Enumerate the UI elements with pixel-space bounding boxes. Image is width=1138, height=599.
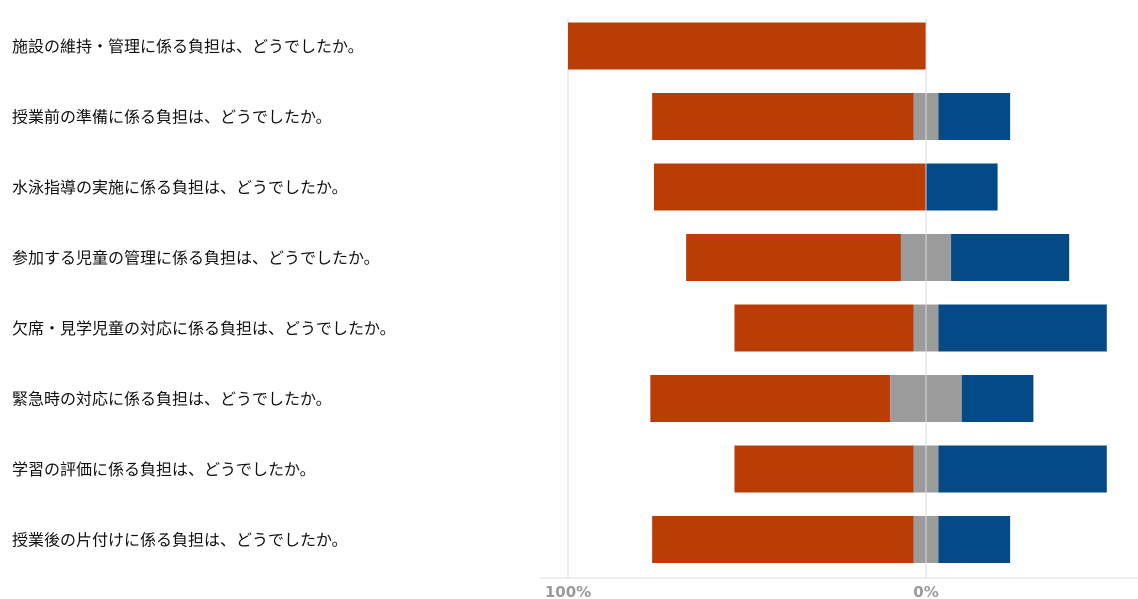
bar-positive-1 xyxy=(938,93,1011,140)
bar-positive-6 xyxy=(938,445,1107,493)
x-tick-label-0: 100% xyxy=(545,583,591,599)
bar-negative-5 xyxy=(650,375,891,422)
category-label-3: 参加する児童の管理に係る負担は、どうでしたか。 xyxy=(12,249,380,268)
category-labels: 施設の維持・管理に係る負担は、どうでしたか。授業前の準備に係る負担は、どうでした… xyxy=(12,37,396,550)
bars xyxy=(568,18,1107,578)
x-axis-ticks: 100% 0% xyxy=(545,583,939,599)
bar-negative-1 xyxy=(652,93,914,140)
bar-negative-3 xyxy=(686,234,901,281)
category-label-7: 授業後の片付けに係る負担は、どうでしたか。 xyxy=(12,531,348,550)
category-label-1: 授業前の準備に係る負担は、どうでしたか。 xyxy=(12,108,332,127)
bar-positive-4 xyxy=(938,304,1107,352)
category-label-4: 欠席・見学児童の対応に係る負担は、どうでしたか。 xyxy=(12,319,396,338)
category-label-2: 水泳指導の実施に係る負担は、どうでしたか。 xyxy=(12,178,348,197)
bar-negative-4 xyxy=(734,304,914,352)
x-tick-label-1: 0% xyxy=(913,583,938,599)
bar-positive-3 xyxy=(951,234,1070,281)
bar-positive-5 xyxy=(961,375,1034,422)
category-label-0: 施設の維持・管理に係る負担は、どうでしたか。 xyxy=(12,37,364,56)
bar-negative-7 xyxy=(652,516,914,563)
bar-positive-7 xyxy=(938,516,1011,563)
bar-negative-0 xyxy=(568,22,926,70)
bar-negative-6 xyxy=(734,445,914,493)
category-label-6: 学習の評価に係る負担は、どうでしたか。 xyxy=(12,460,316,479)
category-label-5: 緊急時の対応に係る負担は、どうでしたか。 xyxy=(12,390,332,409)
bar-positive-2 xyxy=(926,163,998,211)
bar-negative-2 xyxy=(653,163,926,211)
